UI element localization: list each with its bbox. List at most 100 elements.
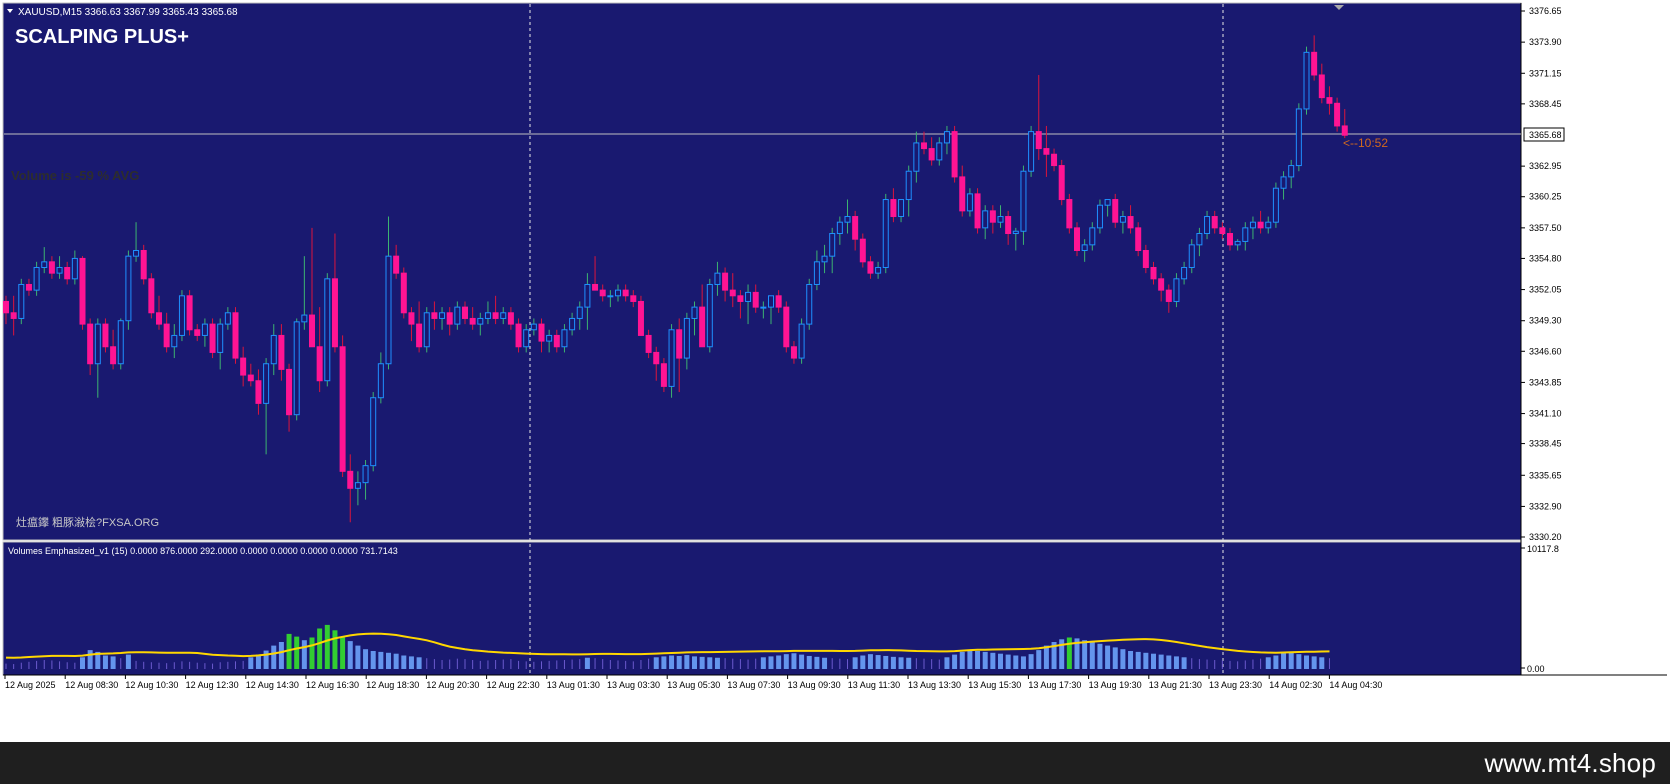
candle-body <box>324 278 331 382</box>
main-chart-panel[interactable] <box>2 2 1522 541</box>
chart-svg[interactable]: XAUUSD,M15 3366.63 3367.99 3365.43 3365.… <box>0 0 1670 742</box>
candle-body <box>668 329 675 387</box>
candle-body <box>630 295 637 302</box>
volume-bar <box>204 663 206 669</box>
candle-body <box>1280 176 1287 189</box>
candle-body <box>301 314 308 323</box>
volume-bar <box>120 658 122 669</box>
candle-body <box>347 470 354 489</box>
time-axis-label: 12 Aug 08:30 <box>65 680 118 690</box>
volume-bar <box>74 662 76 669</box>
time-axis-label: 13 Aug 23:30 <box>1209 680 1262 690</box>
price-axis-label: 3360.25 <box>1529 192 1562 202</box>
candle-body <box>247 374 254 382</box>
volume-bar <box>602 659 604 669</box>
candle-body <box>377 363 384 399</box>
candle-body <box>859 238 866 263</box>
candle-body <box>982 210 989 229</box>
price-axis-label: 3352.05 <box>1529 285 1562 295</box>
candle-body <box>760 306 767 309</box>
volume-bar <box>783 654 789 669</box>
volume-bar <box>1143 652 1149 669</box>
candle-body <box>1219 227 1226 235</box>
candle-body <box>775 295 782 308</box>
volume-bar <box>502 659 504 669</box>
volume-bar <box>449 659 451 669</box>
candle-body <box>1150 266 1157 280</box>
volume-bar <box>472 660 474 669</box>
brand-watermark: www.mt4.shop <box>1484 748 1656 778</box>
candle-body <box>1028 131 1035 172</box>
candle-body <box>637 300 644 336</box>
chart-shift-marker[interactable] <box>1334 5 1344 10</box>
candle-body <box>10 312 17 319</box>
candle-body <box>117 320 124 365</box>
candle-body <box>148 278 155 314</box>
candle-body <box>201 323 208 336</box>
candle-body <box>507 312 514 325</box>
candle-body <box>813 261 820 285</box>
candle-body <box>454 306 461 325</box>
volume-bar <box>510 659 512 669</box>
volume-bar <box>747 659 749 669</box>
candle-body <box>852 216 859 240</box>
candle-body <box>943 131 950 144</box>
indicator-header: Volumes Emphasized_v1 (15) 0.0000 876.00… <box>8 546 398 556</box>
footer-bar: www.mt4.shop <box>0 742 1670 784</box>
volume-bar <box>110 656 116 669</box>
volume-bar <box>386 652 391 669</box>
candle-body <box>186 295 193 331</box>
time-axis-label: 13 Aug 19:30 <box>1089 680 1142 690</box>
price-axis-label: 3346.60 <box>1529 346 1562 356</box>
volume-bar <box>1120 649 1126 669</box>
volume-bar <box>584 657 590 669</box>
volume-bar <box>1089 642 1095 669</box>
time-axis-label: 12 Aug 2025 <box>5 680 56 690</box>
candle-body <box>867 261 874 274</box>
price-axis-label: 3330.20 <box>1529 532 1562 542</box>
volume-bar <box>242 660 244 669</box>
volume-bar <box>294 636 300 669</box>
candle-body <box>1326 97 1333 104</box>
candle-body <box>278 334 285 370</box>
candle-body <box>836 221 843 235</box>
candle-body <box>599 289 606 297</box>
volume-bar <box>1066 637 1072 669</box>
volume-bar <box>760 657 766 669</box>
candle-body <box>1204 216 1211 235</box>
volume-bar <box>1097 643 1103 669</box>
time-axis-label: 12 Aug 16:30 <box>306 680 359 690</box>
symbol-menu-triangle-icon[interactable] <box>7 9 13 13</box>
candle-body <box>821 255 828 263</box>
candle-body <box>33 266 40 291</box>
price-axis[interactable] <box>1521 3 1667 675</box>
candle-body <box>48 261 55 274</box>
volume-bar <box>975 651 981 669</box>
candle-body <box>1341 125 1348 136</box>
candle-body <box>607 295 614 298</box>
volume-bar <box>931 659 933 669</box>
volume-bar <box>212 663 214 669</box>
volume-bar <box>393 653 399 669</box>
volume-bar <box>87 650 93 669</box>
candle-body <box>974 193 981 229</box>
volume-bar <box>408 656 414 669</box>
volume-bar <box>1181 657 1187 669</box>
candle-body <box>1303 51 1310 110</box>
volume-bar <box>36 660 38 669</box>
candle-body <box>1242 227 1249 242</box>
volume-bar <box>1112 647 1118 669</box>
candle-body <box>140 250 147 280</box>
candle-body <box>790 346 797 359</box>
candle-body <box>87 323 94 365</box>
volume-bar <box>938 659 940 669</box>
price-axis-label: 3343.85 <box>1529 377 1562 387</box>
volume-bar <box>278 642 284 669</box>
volume-bar <box>1198 659 1200 669</box>
candle-body <box>653 351 660 365</box>
volume-bar <box>556 660 558 669</box>
candle-body <box>263 363 270 404</box>
candle-body <box>469 317 476 325</box>
candle-body <box>683 317 690 359</box>
volume-bar <box>1128 651 1134 669</box>
